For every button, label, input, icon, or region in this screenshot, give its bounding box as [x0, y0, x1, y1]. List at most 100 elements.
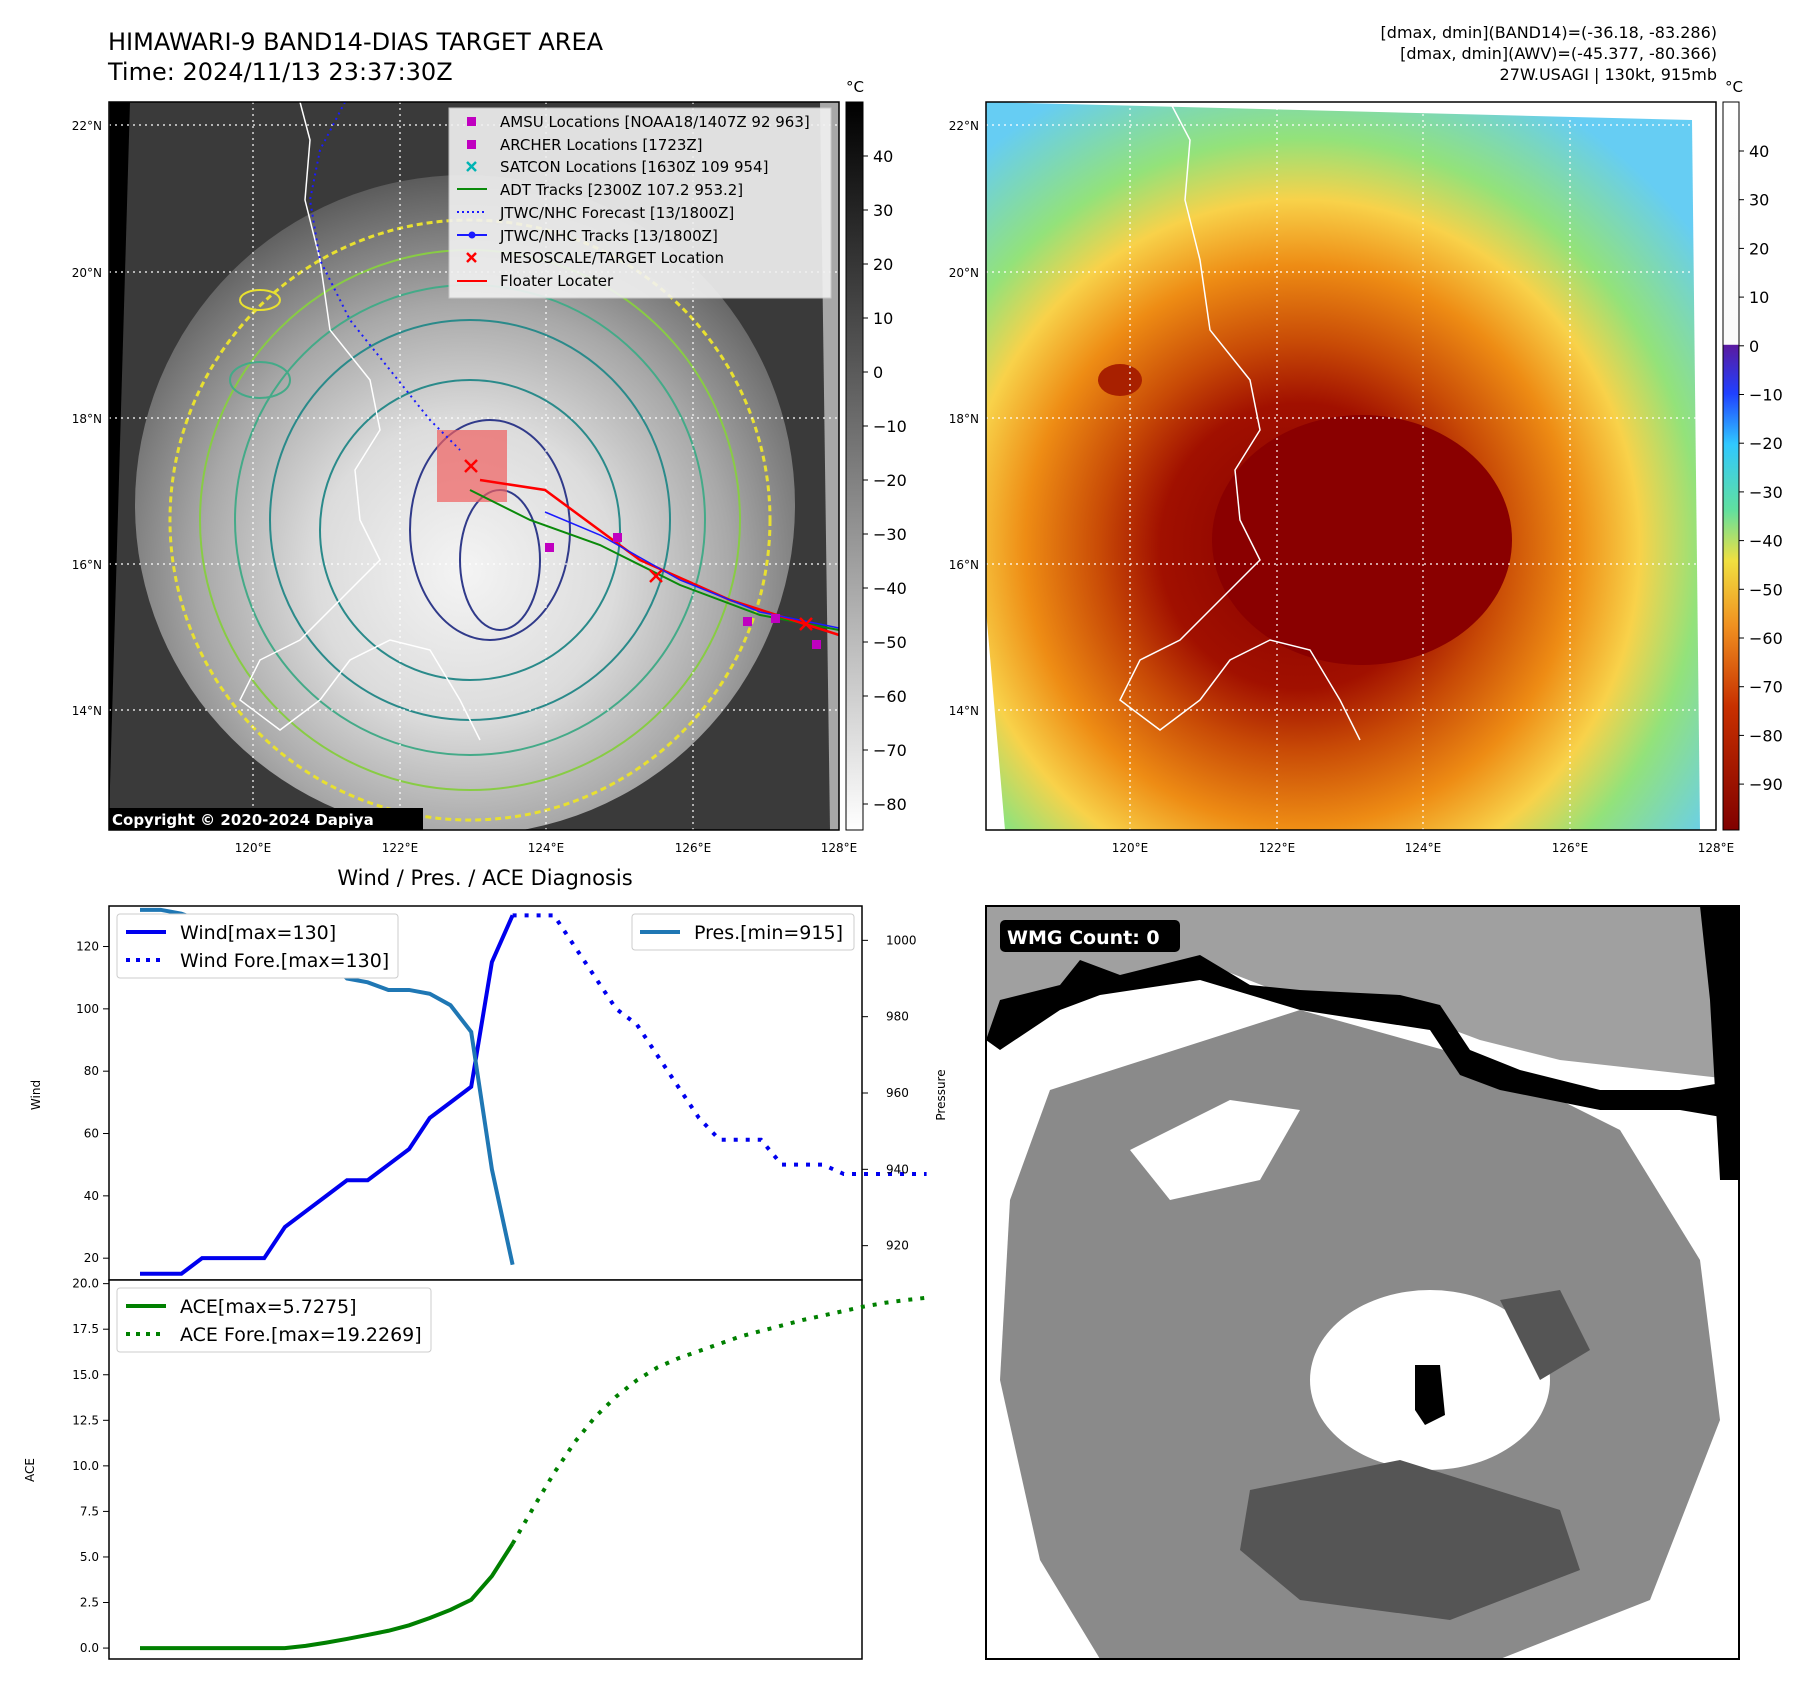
ace-axis-tick-label: 0.0 — [80, 1641, 99, 1655]
coastline — [1119, 102, 1361, 741]
wind-legend: Wind[max=130] Wind Fore.[max=130] — [116, 913, 399, 979]
colorbar-tick-label: −50 — [873, 633, 907, 652]
ir-map-panel: AMSU Locations [NOAA18/1407Z 92 963] ARC… — [72, 78, 907, 855]
copyright-box — [109, 808, 423, 830]
svg-text:124°E: 124°E — [1405, 841, 1442, 855]
wind-axis-tick-label: 80 — [84, 1064, 99, 1078]
info-band14-range: [dmax, dmin](BAND14)=(-36.18, -83.286) — [1381, 23, 1717, 42]
colorbar-tick-label: 0 — [873, 363, 883, 382]
pressure-legend-label: Pres.[min=915] — [694, 922, 843, 944]
colorbar-tick-label: 40 — [1749, 142, 1769, 161]
pressure-axis-tick-label: 1000 — [886, 933, 917, 947]
figure-title-line1: HIMAWARI-9 BAND14-DIAS TARGET AREA — [108, 28, 604, 56]
color-lon-ticks: 120°E 122°E 124°E 126°E 128°E — [1112, 841, 1735, 855]
ir-lat-ticks: 22°N 20°N 18°N 16°N 14°N — [72, 119, 102, 718]
pressure-axis-label: Pressure — [934, 1069, 948, 1120]
ace-axis-tick-label: 7.5 — [80, 1504, 99, 1518]
wind-axis-label: Wind — [29, 1080, 43, 1110]
colorbar-unit: °C — [1725, 78, 1743, 96]
legend-label: ARCHER Locations [1723Z] — [500, 136, 703, 154]
legend-label: JTWC/NHC Tracks [13/1800Z] — [499, 227, 718, 245]
ace-axis-tick-label: 5.0 — [80, 1550, 99, 1564]
svg-text:16°N: 16°N — [949, 558, 979, 572]
diagnosis-chart: Wind / Pres. / ACE Diagnosis 20 40 60 80 100… — [23, 866, 948, 1660]
svg-text:128°E: 128°E — [1698, 841, 1735, 855]
info-storm-id: 27W.USAGI | 130kt, 915mb — [1500, 65, 1717, 84]
svg-text:126°E: 126°E — [675, 841, 712, 855]
svg-text:14°N: 14°N — [949, 704, 979, 718]
archer-marker-icon — [467, 140, 476, 149]
wind-axis-tick-label: 40 — [84, 1189, 99, 1203]
ace-legend: ACE[max=5.7275] ACE Fore.[max=19.2269] — [116, 1287, 432, 1353]
svg-text:22°N: 22°N — [72, 119, 102, 133]
pressure-axis-tick-label: 960 — [886, 1086, 909, 1100]
colorbar-tick-label: 20 — [1749, 239, 1769, 258]
ace-axis-tick-label: 20.0 — [72, 1277, 99, 1291]
pressure-axis-tick-label: 980 — [886, 1010, 909, 1024]
ir-lon-ticks: 120°E 122°E 124°E 126°E 128°E — [235, 841, 858, 855]
colorbar-tick-label: −40 — [873, 579, 907, 598]
colorbar-unit: °C — [846, 78, 864, 96]
svg-text:122°E: 122°E — [1259, 841, 1296, 855]
amsu-marker-icon — [467, 117, 476, 126]
svg-text:14°N: 14°N — [72, 704, 102, 718]
colorbar-tick-label: −60 — [1749, 629, 1783, 648]
svg-text:18°N: 18°N — [949, 412, 979, 426]
colorbar-tick-label: 10 — [873, 309, 893, 328]
coastline — [239, 102, 481, 741]
satcon-x-icon — [466, 161, 477, 172]
floater-track — [479, 478, 839, 637]
svg-text:122°E: 122°E — [382, 841, 419, 855]
color-colorbar: °C 40 30 20 10 0 −10 −20 −30 −40 −50 −60 −70 −80 −90 — [1722, 78, 1783, 831]
wmg-panel: WMG Count: 0 — [985, 905, 1740, 1660]
jtwc-observed-track — [544, 511, 839, 629]
legend-entry-jtwc-forecast: JTWC/NHC Forecast [13/1800Z] — [457, 204, 734, 222]
ace-axis-tick-label: 10.0 — [72, 1459, 99, 1473]
legend-label: Floater Locater — [500, 272, 614, 290]
legend-label: ADT Tracks [2300Z 107.2 953.2] — [500, 181, 743, 199]
amsu-archer-markers — [545, 533, 821, 649]
colorbar-tick-label: 40 — [873, 147, 893, 166]
colorbar-tick-label: 30 — [1749, 191, 1769, 210]
legend-entry-floater: Floater Locater — [457, 272, 614, 290]
colorbar-tick-label: −80 — [1749, 726, 1783, 745]
colorbar-tick-label: −70 — [873, 741, 907, 760]
colorbar-tick-label: −90 — [1749, 775, 1783, 794]
ace-legend-label: ACE[max=5.7275] — [180, 1296, 357, 1318]
wind-legend-label: Wind[max=130] — [180, 922, 336, 944]
ir-cloud-shield — [135, 175, 795, 830]
svg-text:18°N: 18°N — [72, 412, 102, 426]
legend-label: SATCON Locations [1630Z 109 954] — [500, 158, 768, 176]
colorbar-tick-label: −20 — [873, 471, 907, 490]
colorbar-tick-label: −10 — [873, 417, 907, 436]
colorbar-tick-label: 20 — [873, 255, 893, 274]
copyright-text: Copyright © 2020-2024 Dapiya — [112, 811, 374, 829]
ace-axis-label: ACE — [23, 1458, 37, 1482]
svg-text:128°E: 128°E — [821, 841, 858, 855]
pressure-legend: Pres.[min=915] — [631, 913, 855, 951]
svg-text:120°E: 120°E — [235, 841, 272, 855]
svg-text:16°N: 16°N — [72, 558, 102, 572]
wind-axis-tick-label: 20 — [84, 1251, 99, 1265]
svg-text:20°N: 20°N — [72, 266, 102, 280]
pressure-axis-tick-label: 940 — [886, 1162, 909, 1176]
gray-colorbar: °C 40 30 20 10 0 −10 −20 −30 −40 −50 −60 −70 −80 — [845, 78, 907, 831]
colorbar-tick-label: −50 — [1749, 580, 1783, 599]
colorbar-tick-label: −10 — [1749, 386, 1783, 405]
wmg-count-box — [1000, 920, 1180, 952]
legend-label: MESOSCALE/TARGET Location — [500, 249, 724, 267]
wind-axis-tick-label: 100 — [76, 1002, 99, 1016]
colorbar-tick-label: 30 — [873, 201, 893, 220]
pressure-axis-tick-label: 920 — [886, 1239, 909, 1253]
colorbar-tick-label: −60 — [873, 687, 907, 706]
svg-text:20°N: 20°N — [949, 266, 979, 280]
ace-axis-tick-label: 17.5 — [72, 1322, 99, 1336]
legend-box — [448, 107, 832, 299]
color-lat-ticks: 22°N 20°N 18°N 16°N 14°N — [949, 119, 979, 718]
legend-entry-jtwc-tracks: JTWC/NHC Tracks [13/1800Z] — [457, 227, 718, 245]
colorbar-tick-label: 0 — [1749, 337, 1759, 356]
target-location-markers — [464, 459, 813, 631]
svg-text:120°E: 120°E — [1112, 841, 1149, 855]
tracks-dot-icon — [468, 231, 476, 239]
colorbar-tick-label: −70 — [1749, 678, 1783, 697]
